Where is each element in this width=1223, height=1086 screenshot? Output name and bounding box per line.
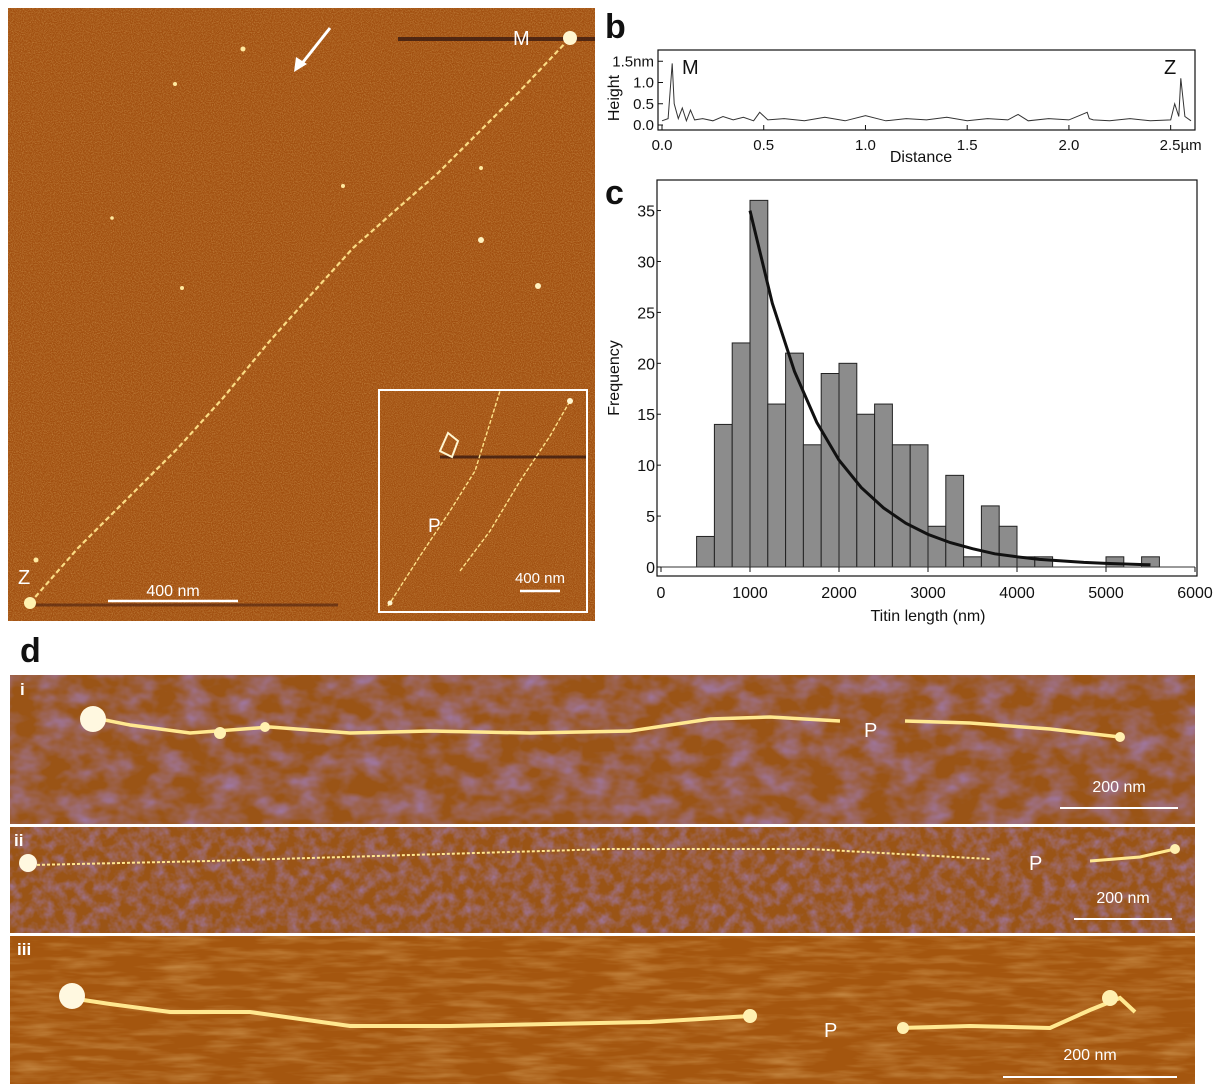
scale-bar-ii bbox=[1074, 918, 1172, 920]
row-label-iii: iii bbox=[17, 940, 32, 959]
c-xtick-label: 5000 bbox=[1088, 585, 1124, 602]
gap-label-i: P bbox=[864, 720, 878, 742]
histogram-bar bbox=[874, 403, 893, 568]
b-ytick-label: 0.5 bbox=[633, 96, 654, 113]
c-ytick-label: 5 bbox=[646, 509, 655, 526]
b-xtick-label: 2.0 bbox=[1058, 137, 1079, 154]
scale-bar-label-a: 400 nm bbox=[146, 583, 199, 600]
inset-scale-label: 400 nm bbox=[515, 570, 565, 587]
label-z: Z bbox=[18, 567, 30, 589]
histogram-chart: 0 5 10 15 20 25 30 35 0 1000 2000 3000 4000 5000 6000… bbox=[606, 179, 1213, 625]
histogram-bar bbox=[713, 423, 733, 568]
scale-bar-i bbox=[1060, 807, 1178, 809]
histogram-bar bbox=[963, 556, 982, 568]
b-xtick-label: 0.0 bbox=[652, 137, 673, 154]
c-ytick-label: 0 bbox=[646, 560, 655, 577]
afm-strip-i bbox=[10, 675, 1195, 824]
histogram-bar bbox=[891, 444, 911, 568]
c-ytick-label: 30 bbox=[637, 254, 655, 271]
afm-inset: P 400 nm bbox=[378, 389, 588, 613]
histogram-bar bbox=[927, 525, 947, 568]
histogram-bar bbox=[696, 535, 715, 568]
b-label-m: M bbox=[682, 57, 699, 79]
scale-label-iii: 200 nm bbox=[1063, 1047, 1117, 1064]
gap-label-iii: P bbox=[824, 1020, 838, 1042]
scale-label-i: 200 nm bbox=[1092, 779, 1146, 796]
inset-label-p: P bbox=[428, 516, 441, 537]
panel-letter-d: d bbox=[20, 632, 41, 670]
c-ytick-label: 35 bbox=[637, 204, 655, 221]
c-ytick-label: 15 bbox=[637, 407, 655, 424]
panel-letter-c: c bbox=[605, 174, 624, 212]
c-xtick-label: 3000 bbox=[910, 585, 946, 602]
b-label-z: Z bbox=[1164, 57, 1176, 79]
histogram-bar bbox=[820, 373, 840, 568]
row-label-i: i bbox=[20, 680, 25, 699]
gap-label-ii: P bbox=[1029, 853, 1043, 875]
m-end-blob bbox=[563, 31, 577, 45]
b-ylabel: Height bbox=[606, 74, 623, 121]
c-xtick-label: 6000 bbox=[1177, 585, 1213, 602]
c-xtick-label: 4000 bbox=[999, 585, 1035, 602]
b-xtick-label: 1.5 bbox=[957, 137, 978, 154]
b-xtick-label: 2.5µm bbox=[1160, 137, 1202, 154]
histogram-bar bbox=[749, 199, 769, 568]
b-xtick-label: 1.0 bbox=[855, 137, 876, 154]
scale-bar-iii bbox=[1003, 1076, 1177, 1078]
scale-label-ii: 200 nm bbox=[1096, 890, 1150, 907]
afm-strip-ii bbox=[10, 827, 1195, 933]
histogram-bar bbox=[802, 444, 822, 568]
b-ytick-label: 1.5nm bbox=[612, 53, 654, 70]
z-end-blob bbox=[24, 597, 36, 609]
afm-strip-iii bbox=[10, 936, 1195, 1084]
c-xtick-label: 0 bbox=[657, 585, 666, 602]
c-xtick-label: 2000 bbox=[821, 585, 857, 602]
histogram-bar bbox=[1105, 556, 1125, 568]
histogram-bar bbox=[945, 474, 965, 568]
b-xlabel: Distance bbox=[890, 149, 952, 166]
c-ytick-label: 10 bbox=[637, 458, 655, 475]
histogram-bar bbox=[909, 444, 929, 568]
histogram-bar bbox=[998, 525, 1018, 568]
b-ytick-label: 1.0 bbox=[633, 75, 654, 92]
label-m: M bbox=[513, 28, 530, 50]
histogram-bar bbox=[980, 505, 1000, 568]
c-ytick-label: 25 bbox=[637, 305, 655, 322]
b-xtick-label: 0.5 bbox=[753, 137, 774, 154]
c-xtick-label: 1000 bbox=[732, 585, 768, 602]
panel-letter-b: b bbox=[605, 8, 626, 46]
c-ytick-label: 20 bbox=[637, 356, 655, 373]
b-ytick-label: 0.0 bbox=[633, 117, 654, 134]
c-ylabel: Frequency bbox=[606, 340, 623, 416]
histogram-bar bbox=[767, 403, 787, 568]
row-label-ii: ii bbox=[14, 831, 24, 850]
arrow-icon bbox=[294, 27, 332, 72]
titin-filament bbox=[29, 37, 571, 604]
histogram-bar bbox=[731, 342, 751, 568]
c-xlabel: Titin length (nm) bbox=[871, 608, 986, 625]
